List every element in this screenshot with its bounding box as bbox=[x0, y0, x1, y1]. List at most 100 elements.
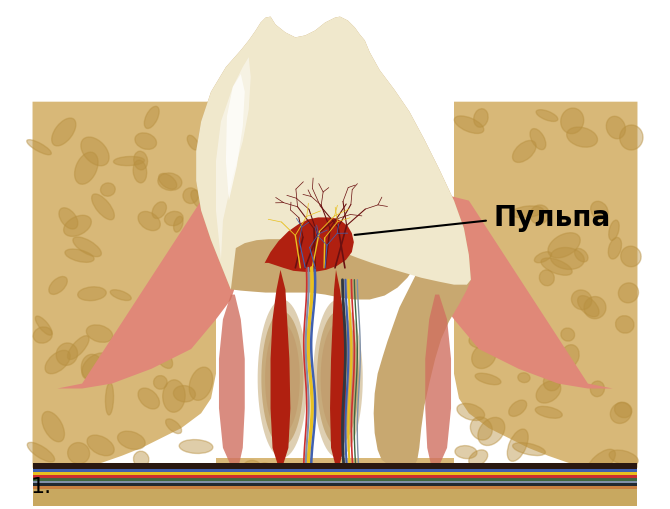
Ellipse shape bbox=[258, 463, 271, 472]
Ellipse shape bbox=[27, 139, 52, 155]
Ellipse shape bbox=[590, 381, 604, 397]
Ellipse shape bbox=[111, 290, 131, 300]
Ellipse shape bbox=[78, 287, 107, 301]
Ellipse shape bbox=[469, 331, 498, 348]
Polygon shape bbox=[216, 458, 454, 507]
Ellipse shape bbox=[144, 106, 159, 128]
Ellipse shape bbox=[255, 464, 267, 474]
Ellipse shape bbox=[141, 304, 155, 318]
Polygon shape bbox=[454, 102, 637, 472]
Ellipse shape bbox=[152, 202, 166, 218]
Text: Пульпа: Пульпа bbox=[494, 205, 611, 233]
Ellipse shape bbox=[518, 373, 530, 383]
Polygon shape bbox=[33, 480, 637, 484]
Ellipse shape bbox=[138, 211, 160, 231]
Ellipse shape bbox=[133, 451, 149, 467]
Ellipse shape bbox=[277, 476, 287, 485]
Ellipse shape bbox=[543, 356, 570, 369]
Ellipse shape bbox=[455, 446, 477, 459]
Polygon shape bbox=[425, 295, 451, 466]
Ellipse shape bbox=[561, 328, 575, 341]
Polygon shape bbox=[33, 469, 637, 472]
Ellipse shape bbox=[164, 211, 183, 225]
Ellipse shape bbox=[68, 442, 90, 464]
Polygon shape bbox=[33, 463, 637, 468]
Ellipse shape bbox=[470, 417, 492, 440]
Polygon shape bbox=[424, 195, 612, 388]
Ellipse shape bbox=[159, 174, 177, 189]
Ellipse shape bbox=[415, 478, 427, 485]
Ellipse shape bbox=[45, 350, 70, 374]
Ellipse shape bbox=[64, 215, 91, 236]
Ellipse shape bbox=[68, 335, 89, 359]
Polygon shape bbox=[33, 466, 637, 469]
Ellipse shape bbox=[584, 297, 606, 319]
Ellipse shape bbox=[517, 305, 531, 328]
Ellipse shape bbox=[567, 127, 598, 147]
Polygon shape bbox=[219, 295, 245, 466]
Ellipse shape bbox=[543, 373, 561, 391]
Ellipse shape bbox=[591, 201, 608, 220]
Ellipse shape bbox=[65, 249, 94, 262]
Polygon shape bbox=[33, 488, 637, 506]
Ellipse shape bbox=[138, 388, 159, 409]
Polygon shape bbox=[196, 17, 471, 290]
Ellipse shape bbox=[322, 474, 344, 483]
Ellipse shape bbox=[561, 345, 579, 367]
Ellipse shape bbox=[530, 205, 549, 224]
Ellipse shape bbox=[541, 258, 572, 275]
Ellipse shape bbox=[187, 135, 198, 150]
Ellipse shape bbox=[183, 188, 198, 204]
Ellipse shape bbox=[135, 133, 157, 149]
Ellipse shape bbox=[454, 116, 484, 133]
Ellipse shape bbox=[518, 329, 541, 346]
Ellipse shape bbox=[609, 220, 619, 240]
Polygon shape bbox=[263, 217, 354, 272]
Ellipse shape bbox=[189, 367, 212, 401]
Polygon shape bbox=[33, 463, 637, 507]
Polygon shape bbox=[226, 74, 245, 201]
Ellipse shape bbox=[535, 406, 562, 418]
Ellipse shape bbox=[414, 480, 437, 488]
Ellipse shape bbox=[321, 491, 332, 499]
Ellipse shape bbox=[158, 173, 182, 190]
Ellipse shape bbox=[87, 435, 114, 456]
Ellipse shape bbox=[329, 494, 350, 505]
Ellipse shape bbox=[297, 478, 324, 488]
Ellipse shape bbox=[620, 125, 643, 150]
Ellipse shape bbox=[133, 160, 147, 183]
Ellipse shape bbox=[92, 194, 115, 220]
Ellipse shape bbox=[324, 468, 343, 484]
Ellipse shape bbox=[34, 327, 52, 343]
Ellipse shape bbox=[117, 431, 145, 449]
Ellipse shape bbox=[163, 380, 185, 412]
Ellipse shape bbox=[374, 495, 394, 506]
Ellipse shape bbox=[246, 486, 259, 496]
Polygon shape bbox=[313, 299, 362, 458]
Ellipse shape bbox=[52, 118, 76, 146]
Ellipse shape bbox=[539, 270, 554, 286]
Polygon shape bbox=[33, 472, 637, 474]
Ellipse shape bbox=[606, 116, 625, 139]
Ellipse shape bbox=[578, 296, 599, 317]
Ellipse shape bbox=[530, 129, 546, 150]
Ellipse shape bbox=[415, 498, 425, 506]
Polygon shape bbox=[258, 299, 308, 458]
Ellipse shape bbox=[49, 276, 67, 294]
Ellipse shape bbox=[244, 460, 261, 472]
Ellipse shape bbox=[191, 190, 208, 210]
Ellipse shape bbox=[609, 450, 638, 466]
Ellipse shape bbox=[454, 231, 483, 257]
Ellipse shape bbox=[511, 206, 543, 218]
Ellipse shape bbox=[509, 400, 527, 416]
Ellipse shape bbox=[478, 417, 505, 445]
Ellipse shape bbox=[536, 381, 561, 403]
Ellipse shape bbox=[536, 110, 558, 122]
Ellipse shape bbox=[620, 246, 641, 267]
Ellipse shape bbox=[134, 151, 147, 170]
Ellipse shape bbox=[113, 156, 145, 165]
Ellipse shape bbox=[232, 467, 245, 474]
Ellipse shape bbox=[472, 344, 496, 369]
Polygon shape bbox=[265, 323, 299, 434]
Polygon shape bbox=[271, 270, 290, 464]
